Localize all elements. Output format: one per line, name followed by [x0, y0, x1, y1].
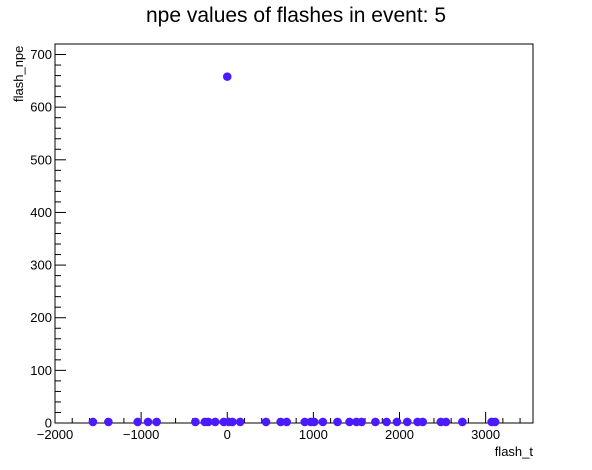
data-point: [371, 417, 380, 427]
x-tick-label: 0: [224, 427, 231, 442]
data-point: [235, 417, 245, 427]
y-tick-label: 300: [30, 258, 52, 273]
data-point: [382, 417, 391, 427]
data-point: [88, 417, 98, 427]
axes: −2000 −1000 0 1000 2000 3000 0 100 200 300 400 500 6…: [30, 43, 534, 442]
data-point: [392, 417, 402, 427]
plot-frame: [54, 43, 534, 424]
data-point: [191, 417, 200, 427]
data-point: [309, 417, 319, 427]
x-tick-label: 1000: [299, 427, 328, 442]
data-point: [300, 417, 310, 427]
data-point: [402, 417, 412, 427]
data-point: [490, 417, 500, 427]
data-point: [276, 417, 285, 427]
chart-title: npe values of flashes in event: 5: [145, 4, 447, 27]
x-tick-label: 3000: [471, 427, 500, 442]
x-tick-label: 2000: [385, 427, 414, 442]
data-point: [282, 417, 291, 427]
y-tick-label: 0: [45, 416, 52, 431]
data-point: [204, 417, 213, 427]
data-point: [228, 417, 237, 427]
data-point: [152, 417, 161, 427]
data-point: [210, 417, 220, 427]
y-tick-label: 600: [30, 100, 52, 115]
y-tick-label: 500: [30, 152, 52, 167]
x-tick-label: −1000: [123, 427, 160, 442]
data-point: [133, 417, 142, 427]
data-point: [318, 417, 328, 427]
y-tick-label: 100: [30, 363, 52, 378]
data-point: [345, 417, 354, 427]
y-tick-label: 700: [30, 47, 52, 62]
y-axis-label: flash_npe: [11, 46, 26, 102]
data-point: [357, 417, 366, 427]
x-axis-label: flash_t: [495, 444, 534, 459]
data-point: [333, 417, 342, 427]
x-tick-label: −2000: [37, 427, 74, 442]
y-tick-label: 200: [30, 310, 52, 325]
y-tick-label: 400: [30, 205, 52, 220]
data-point: [143, 417, 153, 427]
data-point: [104, 417, 113, 427]
data-point: [458, 417, 467, 427]
data-points: [88, 72, 500, 427]
data-point: [441, 417, 451, 427]
data-point: [222, 72, 232, 81]
data-point: [418, 417, 428, 427]
data-point: [261, 417, 271, 427]
